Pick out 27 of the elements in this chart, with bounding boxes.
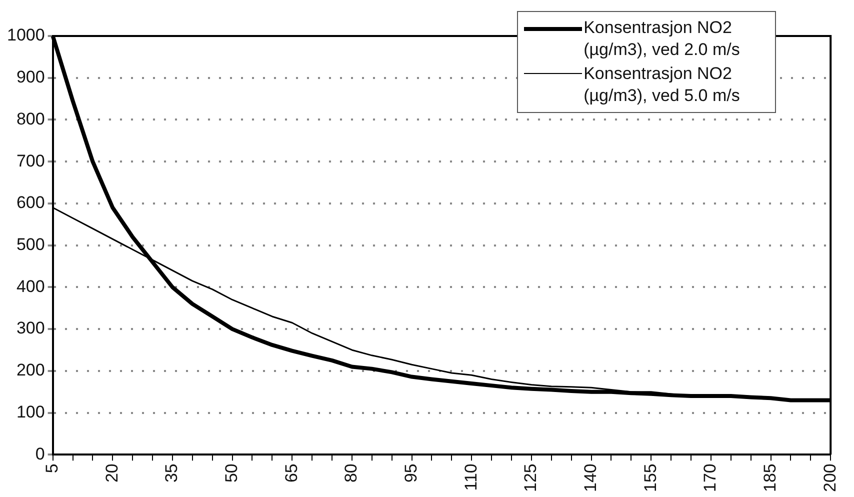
y-tick-label: 500 bbox=[16, 235, 45, 254]
y-tick-label: 800 bbox=[16, 109, 45, 128]
y-tick-label: 0 bbox=[35, 444, 45, 464]
legend-label: Konsentrasjon NO2 (µg/m3), ved 2.0 m/s bbox=[584, 17, 741, 61]
x-tick-label: 125 bbox=[521, 464, 540, 492]
y-tick-label: 200 bbox=[16, 360, 45, 380]
x-tick-label: 65 bbox=[282, 464, 301, 483]
x-tick-label: 110 bbox=[461, 464, 480, 491]
x-tick-label: 185 bbox=[760, 464, 780, 492]
x-tick-label: 5 bbox=[42, 464, 62, 474]
y-tick-label: 900 bbox=[16, 68, 45, 87]
x-tick-label: 140 bbox=[580, 464, 600, 492]
y-tick-label: 700 bbox=[16, 151, 45, 170]
x-tick-label: 200 bbox=[820, 464, 840, 492]
x-tick-label: 80 bbox=[342, 464, 361, 483]
x-tick-label: 95 bbox=[401, 464, 420, 483]
y-tick-label: 1000 bbox=[6, 26, 45, 45]
x-tick-label: 35 bbox=[162, 464, 182, 483]
x-tick-label: 20 bbox=[102, 464, 122, 483]
legend-label: Konsentrasjon NO2 (µg/m3), ved 5.0 m/s bbox=[584, 63, 741, 107]
y-tick-label: 400 bbox=[16, 276, 45, 296]
x-tick-label: 155 bbox=[640, 464, 660, 492]
y-tick-label: 100 bbox=[16, 402, 45, 422]
x-tick-label: 50 bbox=[222, 464, 241, 483]
x-tick-label: 170 bbox=[700, 464, 720, 492]
y-tick-label: 300 bbox=[16, 318, 45, 338]
y-tick-label: 600 bbox=[16, 193, 45, 212]
